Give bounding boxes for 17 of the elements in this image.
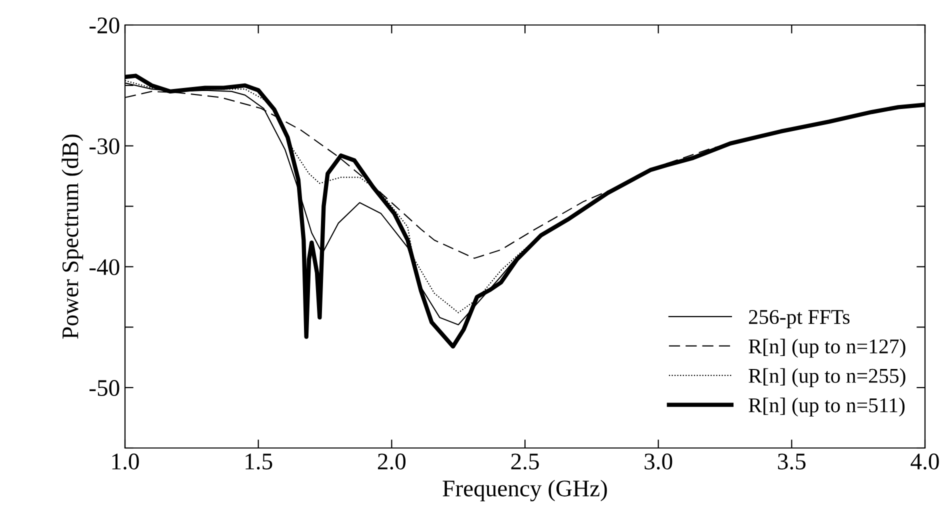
x-axis-title: Frequency (GHz) [442, 480, 607, 502]
x-tick-label: 1.0 [112, 454, 139, 470]
x-tick-label: 2.5 [511, 454, 539, 470]
x-tick-label: 3.5 [778, 454, 806, 470]
x-tick-label: 2.0 [378, 454, 406, 470]
legend-label: 256-pt FFTs [749, 310, 850, 328]
x-tick-label: 4.0 [910, 454, 939, 470]
y-axis-title: Power Spectrum (dB) [62, 134, 84, 339]
legend-label: R[n] (up to n=255) [748, 368, 906, 388]
legend-label: R[n] (up to n=127) [748, 338, 906, 358]
x-tick-label: 1.5 [246, 454, 272, 470]
y-tick-label: -50 [90, 380, 120, 396]
y-tick-label: -40 [90, 259, 120, 276]
y-tick-label: -30 [90, 138, 120, 154]
y-tick-label: -20 [90, 17, 120, 34]
x-tick-label: 3.0 [644, 454, 672, 470]
legend-label: R[n] (up to n=511) [748, 398, 905, 417]
